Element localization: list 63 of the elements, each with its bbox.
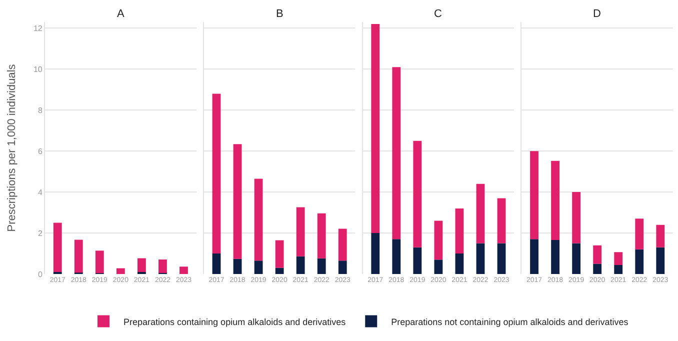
bar [233,258,242,274]
bar [614,264,623,274]
bar [551,160,560,240]
bar [572,192,581,244]
bar [413,140,422,248]
bar [476,184,485,244]
bar [296,256,305,274]
bar [317,213,326,258]
bar [413,247,422,274]
y-axis-title: Prescriptions per 1,000 individuals [6,64,18,232]
bar [116,268,125,274]
bar [233,144,242,259]
y-tick-label: 8 [38,106,43,115]
bar [371,233,380,274]
chart-title: A [117,8,125,20]
bar [434,260,443,274]
chart-title: D [593,8,601,20]
bar [434,220,443,260]
chart-title: C [434,8,442,20]
bar [275,240,284,268]
bar [317,258,326,274]
bar [74,240,83,273]
bar [371,24,380,234]
bar [212,254,221,274]
bar [180,266,188,274]
bar [455,208,464,254]
bar [530,151,538,240]
bar [296,207,305,256]
bar [392,239,401,274]
bar [137,258,146,272]
chart-title: B [276,8,284,20]
legend-label: Preparations containing opium alkaloids and derivatives [124,316,346,327]
bar [392,67,401,240]
bar [635,249,644,274]
bar [275,268,284,274]
y-tick-label: 12 [33,24,43,33]
y-tick-label: 2 [38,228,43,238]
bar [530,239,538,274]
bar [212,94,221,254]
bar [656,247,665,274]
bar [497,243,506,274]
bar [254,260,263,274]
bar [572,243,581,274]
bar [338,260,347,274]
bar [254,178,263,261]
bar [476,243,485,274]
bar [551,240,560,274]
bar [53,222,62,272]
bar [635,218,644,250]
bar [656,224,665,248]
bar [95,250,104,274]
y-tick-label: 0 [38,270,43,279]
bar [614,252,623,265]
y-tick-label: 10 [33,64,43,74]
y-tick-label: 4 [38,188,43,197]
bar [593,245,602,264]
bar [455,254,464,274]
legend-label: Preparations not containing opium alkaloids and derivatives [391,316,629,327]
bar [497,198,506,244]
bar [158,259,167,273]
bar [593,264,602,274]
y-tick-label: 6 [38,146,43,156]
bar [338,228,347,261]
